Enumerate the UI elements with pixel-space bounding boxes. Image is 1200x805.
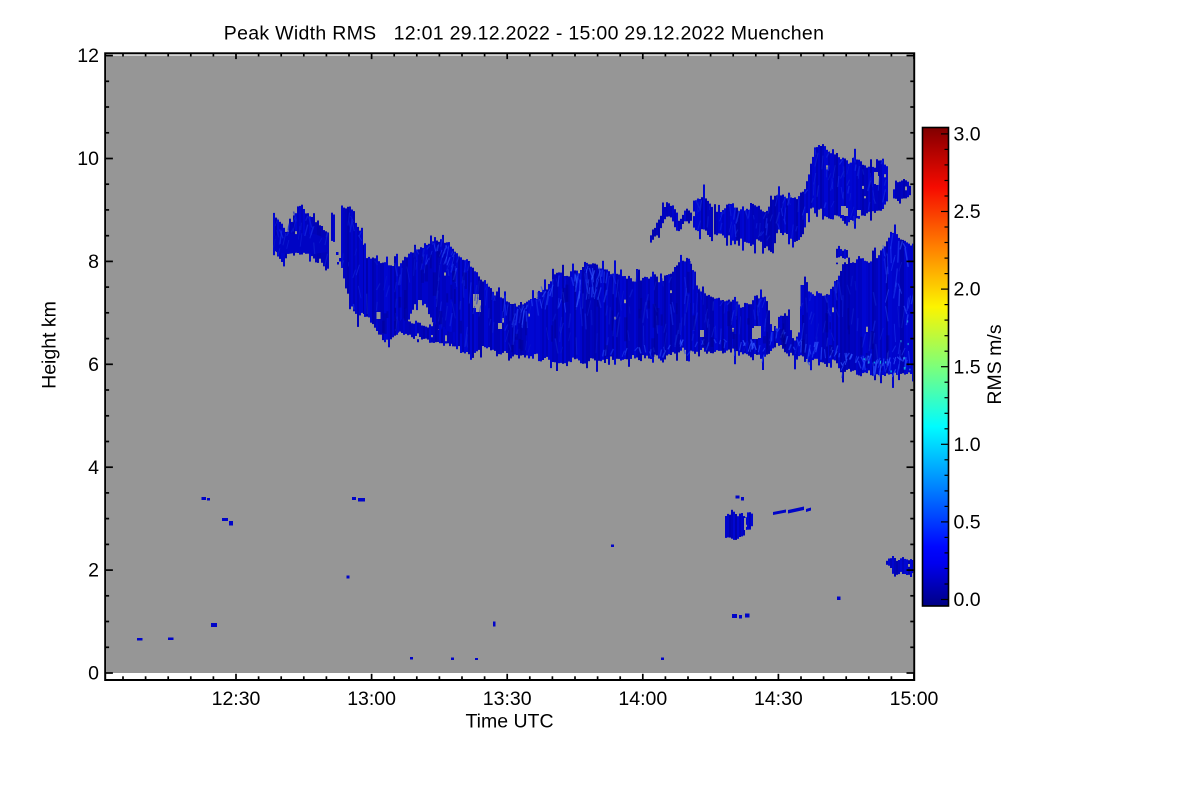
svg-text:1.0: 1.0 — [954, 434, 981, 456]
svg-text:0.5: 0.5 — [954, 512, 981, 534]
svg-text:13:00: 13:00 — [347, 688, 396, 710]
svg-text:4: 4 — [88, 457, 99, 479]
svg-text:0: 0 — [88, 663, 99, 685]
svg-text:2: 2 — [88, 560, 99, 582]
svg-text:Peak Width RMS 12:01 29.12.2: Peak Width RMS 12:01 29.12.2022 - 15:00 … — [224, 23, 824, 45]
svg-text:14:00: 14:00 — [618, 688, 667, 710]
svg-text:2.5: 2.5 — [954, 201, 981, 223]
svg-text:15:00: 15:00 — [890, 688, 939, 710]
svg-text:Height km: Height km — [39, 301, 61, 389]
svg-text:10: 10 — [77, 148, 99, 170]
svg-text:6: 6 — [88, 354, 99, 376]
svg-text:RMS m/s: RMS m/s — [984, 324, 1006, 404]
svg-text:13:30: 13:30 — [483, 688, 532, 710]
svg-text:1.5: 1.5 — [954, 356, 981, 378]
svg-text:12:30: 12:30 — [212, 688, 261, 710]
svg-text:2.0: 2.0 — [954, 279, 981, 301]
svg-text:0.0: 0.0 — [954, 589, 981, 611]
svg-text:Time UTC: Time UTC — [465, 711, 553, 733]
svg-text:12: 12 — [77, 45, 99, 67]
svg-text:8: 8 — [88, 251, 99, 273]
svg-text:14:30: 14:30 — [754, 688, 803, 710]
svg-text:3.0: 3.0 — [954, 124, 981, 146]
